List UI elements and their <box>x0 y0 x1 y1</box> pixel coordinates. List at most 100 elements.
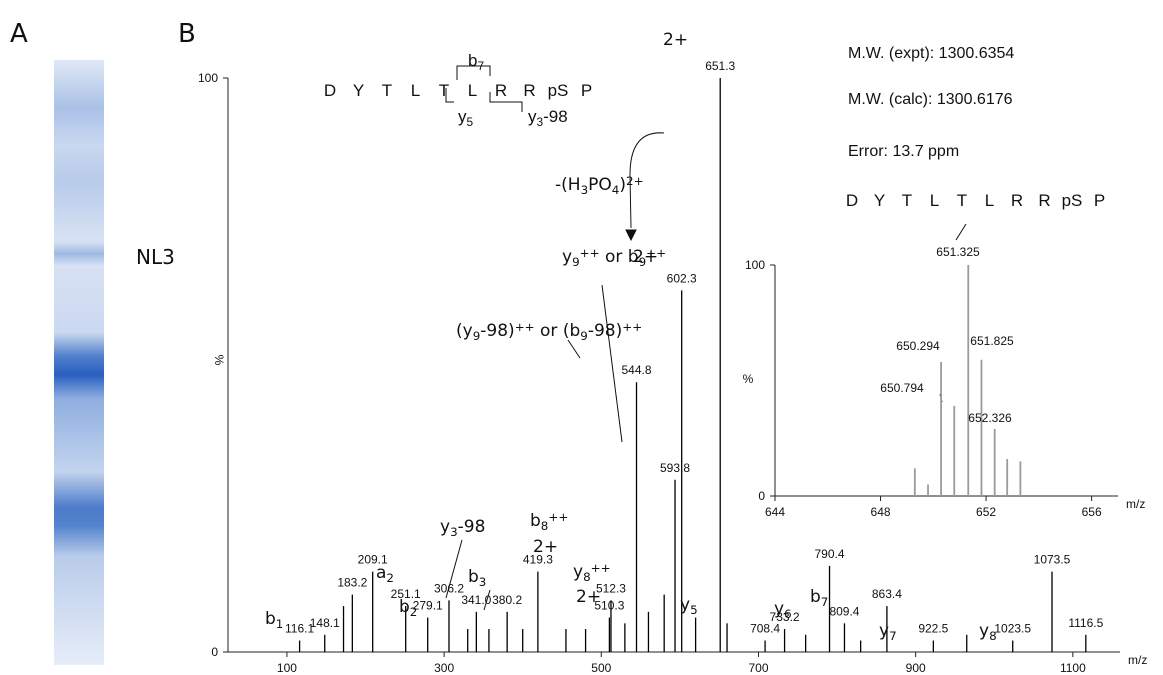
text-part: 7 <box>477 59 484 73</box>
text-part: ++ <box>580 246 600 260</box>
text-part: ++ <box>515 320 535 334</box>
text-part: -98) <box>588 321 622 341</box>
residue: R <box>495 81 507 100</box>
x-tick-label: 900 <box>906 661 926 675</box>
peak-label: 652.326 <box>968 411 1012 425</box>
text-part: y <box>573 562 583 582</box>
text-part: 7 <box>821 595 829 609</box>
x-tick-label: 700 <box>748 661 768 675</box>
residue: T <box>902 191 912 210</box>
residue: L <box>468 81 477 100</box>
text-part: 9 <box>580 329 588 343</box>
text-part: b <box>265 609 276 629</box>
text-part: y <box>680 595 690 615</box>
residue: T <box>382 81 392 100</box>
x-tick-label: 1100 <box>1060 661 1086 675</box>
residue: R <box>1011 191 1023 210</box>
ion-annotation: 2+ <box>663 30 688 50</box>
text-part: 5 <box>690 603 698 617</box>
text-part: -98 <box>458 517 486 537</box>
text-part: 3 <box>581 183 589 197</box>
text-part: ) <box>619 175 626 195</box>
text-part: b <box>468 567 479 587</box>
text-part: 2 <box>386 571 394 585</box>
residue: Y <box>353 81 364 100</box>
residue: L <box>985 191 994 210</box>
x-axis-label: m/z <box>1126 497 1145 511</box>
info-block: M.W. (expt): 1300.6354 M.W. (calc): 1300.… <box>848 45 1014 160</box>
peak-label: 183.2 <box>337 576 367 590</box>
residue: L <box>930 191 939 210</box>
text-part: y <box>979 621 989 641</box>
x-tick-label: 648 <box>871 505 891 519</box>
panel-label: B <box>178 19 196 49</box>
ion-annotation: b8++ <box>530 510 568 533</box>
peak-label: 651.3 <box>705 59 735 73</box>
panel-label: A <box>10 19 28 49</box>
text-part: b <box>530 511 541 531</box>
ion-annotation: y8++ <box>573 561 611 584</box>
peak-label: 1023.5 <box>994 622 1031 636</box>
peak-label: 650.294 <box>896 339 940 353</box>
ion-annotation: b7 <box>810 587 828 609</box>
gel-lane <box>54 60 104 665</box>
x-tick-label: 644 <box>765 505 785 519</box>
text-part: 2+ <box>663 30 688 50</box>
residue: Y <box>874 191 885 210</box>
text-part: ++ <box>591 561 611 575</box>
text-part: 8 <box>989 629 997 643</box>
peak-label: 593.8 <box>660 461 690 475</box>
text-part: -98) <box>480 321 514 341</box>
residue: R <box>1038 191 1050 210</box>
x-axis-label: m/z <box>1128 653 1147 667</box>
peak-label: 602.3 <box>667 271 697 285</box>
info-line: Error: 13.7 ppm <box>848 143 959 160</box>
peak-label: 380.2 <box>492 593 522 607</box>
peak-label: 544.8 <box>621 363 651 377</box>
text-part: 2+ <box>626 174 644 188</box>
text-part: a <box>376 563 386 583</box>
residue: T <box>957 191 967 210</box>
residue: T <box>439 81 449 100</box>
text-part: -98 <box>543 107 568 126</box>
gel-label: NL3 <box>136 245 175 269</box>
text-part: 9 <box>572 255 580 269</box>
text-part: 3 <box>479 575 487 589</box>
ion-annotation: y3-98 <box>440 517 485 539</box>
peak-label: 148.1 <box>310 616 340 630</box>
text-part: 6 <box>784 607 792 621</box>
text-part: b <box>810 587 821 607</box>
text-part: 5 <box>467 115 474 129</box>
y-axis-label: % <box>212 355 226 366</box>
y-axis-label: % <box>743 372 754 386</box>
text-part: y <box>562 247 572 267</box>
y-tick-label: 0 <box>758 489 765 503</box>
text-part: 9 <box>473 329 481 343</box>
text-part: b <box>468 51 477 70</box>
text-part: y <box>774 599 784 619</box>
text-part: 2+ <box>576 587 601 607</box>
x-tick-label: 300 <box>434 661 454 675</box>
figure: A B NL3 M.W. (expt): 1300.6354 M.W. (calc… <box>0 0 1163 675</box>
info-line: M.W. (expt): 1300.6354 <box>848 45 1014 62</box>
ion-annotation: 2+ <box>633 247 658 267</box>
peak-label: 1116.5 <box>1068 616 1103 630</box>
peak-label: 341.0 <box>461 593 491 607</box>
residue: R <box>523 81 535 100</box>
residue: D <box>846 191 858 210</box>
residue: D <box>324 81 336 100</box>
text-part: 2+ <box>633 247 658 267</box>
residue: pS <box>1062 191 1083 210</box>
text-part: 3 <box>450 525 458 539</box>
peak-label: 651.325 <box>936 245 980 259</box>
info-line: M.W. (calc): 1300.6176 <box>848 91 1013 108</box>
ion-annotation: b1 <box>265 609 283 631</box>
peak-label: 790.4 <box>815 547 845 561</box>
text-part: ++ <box>548 510 568 524</box>
fragment-label: y3-98 <box>528 107 568 129</box>
peak-label: 1073.5 <box>1034 553 1071 567</box>
text-part: y <box>440 517 450 537</box>
ion-annotation: y7 <box>879 621 897 643</box>
x-tick-label: 100 <box>277 661 297 675</box>
peak-label: 651.825 <box>970 334 1014 348</box>
